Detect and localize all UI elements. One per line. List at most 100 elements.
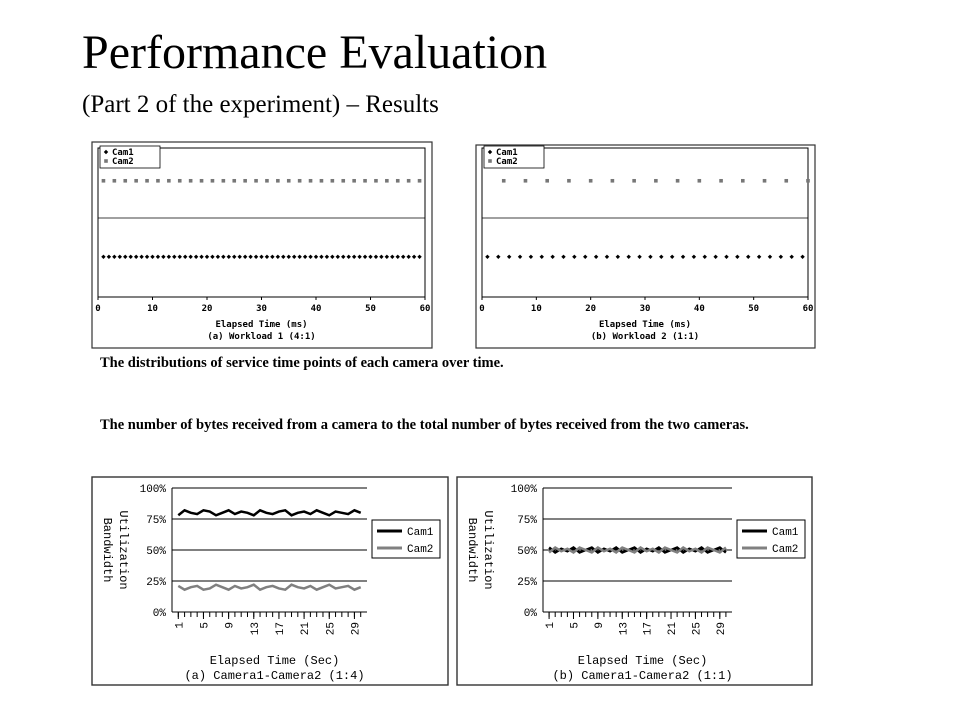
x-tick-label: 21 (300, 622, 312, 636)
point (308, 178, 313, 183)
point (330, 178, 335, 183)
x-tick-label: 20 (202, 304, 213, 314)
point (713, 254, 718, 259)
point (150, 254, 155, 259)
x-tick-label: 9 (225, 622, 237, 629)
point (675, 178, 680, 183)
point (297, 254, 302, 259)
point (741, 178, 745, 183)
x-tick-label: 29 (716, 622, 728, 635)
x-tick-label: 0 (95, 304, 100, 314)
point (762, 178, 767, 183)
x-tick-label: 17 (643, 622, 655, 635)
x-tick-label: 40 (694, 304, 705, 314)
point (264, 254, 270, 259)
x-tick-label: 60 (803, 304, 814, 314)
point (523, 178, 528, 183)
x-tick-label: 5 (199, 622, 211, 629)
point (128, 254, 133, 259)
point (123, 254, 128, 259)
point (155, 254, 161, 259)
point (417, 254, 422, 259)
y-tick-label: 100% (140, 484, 167, 496)
point (117, 254, 122, 259)
x-tick-label: 50 (748, 304, 759, 314)
point (778, 254, 784, 259)
point (588, 178, 593, 183)
point (308, 254, 313, 259)
point (806, 178, 810, 183)
plot-frame (97, 147, 426, 298)
point (302, 254, 308, 259)
point (561, 254, 566, 259)
chart: 0 10 20 30 40 50 60 Elapsed Time (ms) (a) Worklo… (91, 141, 433, 349)
y-tick-label: 75% (517, 515, 537, 527)
point (324, 254, 330, 259)
point (210, 254, 215, 259)
point (735, 254, 740, 259)
point (697, 178, 702, 183)
point (680, 254, 686, 259)
point (501, 178, 506, 183)
chart-caption: (b) Workload 2 (1:1) (591, 332, 699, 342)
point (373, 254, 379, 259)
y-axis-label: Bandwidth (100, 518, 114, 583)
x-tick-label: 30 (640, 304, 651, 314)
point (385, 178, 389, 183)
point (330, 254, 335, 259)
y-tick-label: 50% (146, 546, 166, 558)
y-tick-label: 0% (524, 608, 538, 620)
x-tick-label: 0 (479, 304, 484, 314)
caption: The distributions of service time points… (100, 355, 504, 371)
point (297, 178, 302, 183)
legend-marker (104, 159, 108, 163)
legend-label: Cam2 (112, 157, 134, 167)
y-tick-label: 50% (517, 546, 537, 558)
point (615, 254, 621, 259)
x-tick-label: 60 (420, 304, 431, 314)
point (346, 254, 351, 259)
x-tick-label: 13 (618, 622, 630, 635)
point (654, 178, 658, 183)
point (659, 254, 664, 259)
point (226, 254, 231, 259)
x-axis-label: Elapsed Time (Sec) (578, 654, 708, 668)
point (281, 254, 286, 259)
y-tick-label: 25% (517, 577, 537, 589)
point (188, 254, 193, 259)
x-tick-label: 50 (365, 304, 376, 314)
point (368, 254, 373, 259)
point (139, 254, 144, 259)
point (145, 178, 149, 183)
point (221, 254, 226, 259)
point (215, 254, 221, 259)
point (417, 178, 422, 183)
point (183, 254, 188, 259)
point (156, 178, 160, 183)
point (276, 178, 280, 183)
x-axis-label: Elapsed Time (ms) (215, 319, 307, 330)
x-tick-label: 25 (325, 622, 337, 635)
y-tick-label: 100% (511, 484, 538, 496)
y-tick-label: 0% (153, 608, 167, 620)
point (632, 178, 636, 183)
point (237, 254, 242, 259)
series-line (548, 545, 727, 555)
legend-label: Cam1 (772, 527, 799, 539)
point (384, 254, 390, 259)
point (746, 254, 751, 259)
chart-frame (475, 144, 816, 349)
x-tick-label: 10 (147, 304, 158, 314)
chart-frame (91, 141, 433, 349)
legend-label: Cam2 (772, 544, 798, 556)
point (374, 178, 378, 183)
point (362, 254, 368, 259)
point (259, 254, 264, 259)
chart-caption: (a) Workload 1 (4:1) (207, 332, 315, 342)
chart-caption: (b) Camera1-Camera2 (1:1) (552, 669, 732, 683)
point (767, 254, 773, 259)
y-axis-label: Utilization (116, 510, 130, 589)
point (270, 254, 275, 259)
point (292, 254, 297, 259)
chart: 0% 25% 50% 75% 100% 1 5 9 13 17 21 25 29 Elapsed Time… (91, 476, 449, 686)
